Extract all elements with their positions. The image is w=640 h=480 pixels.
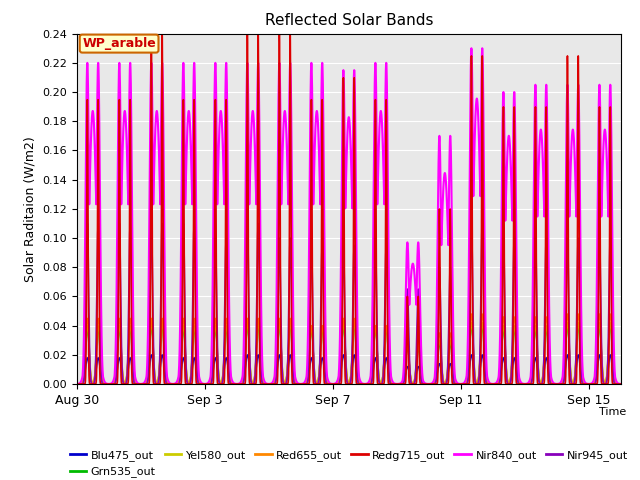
Line: Grn535_out: Grn535_out bbox=[77, 325, 621, 384]
Y-axis label: Solar Raditaion (W/m2): Solar Raditaion (W/m2) bbox=[24, 136, 36, 282]
Nir945_out bbox=[123, 379, 131, 384]
Red655_out bbox=[617, 381, 625, 387]
Nir945_out bbox=[83, 221, 91, 227]
Nir840_out bbox=[461, 377, 469, 383]
Title: Reflected Solar Bands: Reflected Solar Bands bbox=[264, 13, 433, 28]
Blu475_out bbox=[186, 379, 194, 385]
Nir840_out bbox=[159, 137, 167, 143]
Redg715_out bbox=[462, 381, 470, 387]
Nir945_out bbox=[462, 381, 470, 387]
Yel580_out bbox=[122, 376, 130, 382]
Nir840_out bbox=[401, 311, 409, 317]
Grn535_out bbox=[393, 381, 401, 387]
Nir945_out bbox=[393, 381, 401, 387]
Yel580_out bbox=[73, 381, 81, 387]
Redg715_out bbox=[186, 381, 194, 387]
Red655_out bbox=[122, 375, 130, 381]
Blu475_out bbox=[462, 381, 470, 387]
Blu475_out bbox=[617, 381, 625, 387]
Nir840_out bbox=[73, 381, 81, 387]
Blu475_out bbox=[122, 379, 130, 384]
Grn535_out bbox=[160, 339, 168, 345]
Nir840_out bbox=[468, 46, 476, 51]
Text: Time: Time bbox=[599, 407, 626, 417]
Line: Blu475_out: Blu475_out bbox=[77, 355, 621, 384]
Nir840_out bbox=[407, 272, 415, 278]
Line: Redg715_out: Redg715_out bbox=[77, 34, 621, 384]
Nir945_out bbox=[186, 380, 194, 385]
Nir840_out bbox=[617, 381, 625, 387]
Redg715_out bbox=[617, 381, 625, 387]
Nir945_out bbox=[408, 380, 415, 386]
Nir840_out bbox=[393, 381, 401, 387]
Yel580_out bbox=[148, 320, 156, 325]
Blu475_out bbox=[408, 380, 415, 385]
Red655_out bbox=[461, 381, 469, 386]
Red655_out bbox=[73, 381, 81, 387]
Line: Nir840_out: Nir840_out bbox=[77, 48, 621, 384]
Text: WP_arable: WP_arable bbox=[82, 37, 156, 50]
Red655_out bbox=[186, 376, 194, 382]
Red655_out bbox=[401, 360, 409, 365]
Grn535_out bbox=[462, 381, 470, 386]
Redg715_out bbox=[393, 381, 401, 387]
Nir945_out bbox=[617, 381, 625, 387]
Yel580_out bbox=[393, 381, 401, 387]
Grn535_out bbox=[401, 361, 409, 367]
Yel580_out bbox=[401, 361, 409, 367]
Line: Red655_out: Red655_out bbox=[77, 314, 621, 384]
Nir945_out bbox=[401, 352, 409, 358]
Red655_out bbox=[468, 311, 476, 317]
Red655_out bbox=[393, 381, 401, 387]
Blu475_out bbox=[73, 381, 81, 387]
Blu475_out bbox=[160, 360, 168, 366]
Redg715_out bbox=[148, 31, 156, 37]
Nir840_out bbox=[122, 131, 130, 137]
Line: Yel580_out: Yel580_out bbox=[77, 323, 621, 384]
Nir945_out bbox=[73, 381, 81, 387]
Yel580_out bbox=[408, 378, 415, 384]
Blu475_out bbox=[148, 352, 156, 358]
Grn535_out bbox=[408, 378, 415, 384]
Nir840_out bbox=[186, 125, 194, 131]
Redg715_out bbox=[401, 380, 409, 386]
Legend: Blu475_out, Grn535_out, Yel580_out, Red655_out, Redg715_out, Nir840_out, Nir945_: Blu475_out, Grn535_out, Yel580_out, Red6… bbox=[65, 445, 632, 480]
Grn535_out bbox=[148, 323, 156, 328]
Redg715_out bbox=[73, 381, 81, 387]
Grn535_out bbox=[617, 381, 625, 387]
Grn535_out bbox=[73, 381, 81, 387]
Yel580_out bbox=[462, 381, 470, 386]
Blu475_out bbox=[401, 372, 409, 378]
Grn535_out bbox=[122, 376, 130, 382]
Nir945_out bbox=[160, 294, 168, 300]
Line: Nir945_out: Nir945_out bbox=[77, 224, 621, 384]
Grn535_out bbox=[186, 377, 194, 383]
Yel580_out bbox=[160, 337, 168, 343]
Red655_out bbox=[407, 376, 415, 382]
Yel580_out bbox=[186, 376, 194, 382]
Yel580_out bbox=[617, 381, 625, 387]
Blu475_out bbox=[393, 381, 401, 387]
Redg715_out bbox=[408, 381, 415, 387]
Red655_out bbox=[159, 331, 167, 337]
Redg715_out bbox=[160, 351, 168, 357]
Redg715_out bbox=[122, 381, 130, 387]
